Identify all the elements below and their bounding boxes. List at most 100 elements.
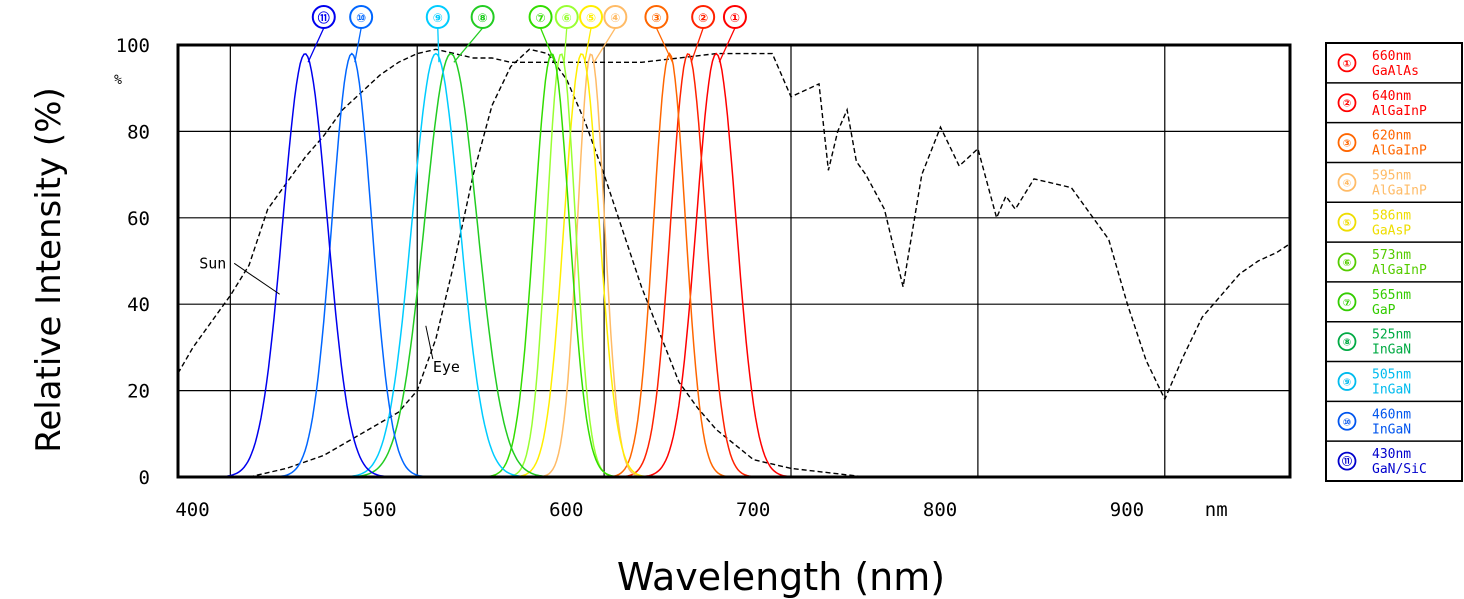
x-tick-label: 800 [923, 499, 957, 521]
x-unit-label: nm [1205, 499, 1228, 521]
peak-marker-label: ⑧ [478, 11, 488, 25]
peak-leader-line [437, 27, 440, 63]
peak-leader-line [563, 27, 568, 63]
legend-marker [1337, 411, 1357, 431]
y-tick-label: 80 [127, 121, 150, 143]
peak-leader-line [593, 27, 616, 63]
legend-marker-label: ② [1343, 99, 1351, 110]
legend-material: GaAlAs [1372, 64, 1419, 79]
x-axis-title: Wavelength (nm) [617, 555, 945, 599]
y-axis-title: Relative Intensity (%) [29, 87, 69, 453]
peak-leader-line [453, 27, 484, 63]
legend-marker [1337, 252, 1357, 272]
led-curve-10 [202, 52, 502, 478]
x-tick-label: 700 [736, 499, 770, 521]
legend-marker-label: ⑪ [1342, 455, 1352, 468]
legend-material: InGaN [1372, 383, 1411, 398]
led-curve-2 [556, 53, 819, 478]
peak-marker-label: ② [698, 11, 708, 25]
legend-marker-label: ④ [1343, 178, 1351, 189]
peak-markers: ① ② ③ ④⑤⑥ ⑦ ⑧ ⑨ ⑩ ⑪ [307, 5, 747, 63]
x-tick-label: 900 [1110, 499, 1144, 521]
curve-annotation: Sun [199, 254, 226, 272]
peak-marker-label: ⑪ [318, 10, 330, 25]
legend-material: GaN/SiC [1372, 462, 1427, 477]
led-curve-1 [566, 52, 866, 478]
legend-wavelength: 573nm [1372, 248, 1411, 263]
legend-wavelength: 525nm [1372, 328, 1411, 343]
peak-leader-line [718, 27, 736, 63]
legend-material: GaP [1372, 303, 1396, 318]
legend-marker [1337, 451, 1357, 471]
x-tick-label: 400 [175, 499, 209, 521]
peak-leader-line [690, 27, 704, 63]
legend-marker [1337, 53, 1357, 73]
legend-wavelength: 660nm [1372, 49, 1411, 64]
peak-marker-label: ④ [610, 11, 620, 25]
peak-marker-label: ⑩ [356, 11, 366, 25]
legend-wavelength: 460nm [1372, 407, 1411, 422]
sun-leader-line [233, 262, 280, 295]
peak-marker-label: ⑨ [433, 11, 443, 25]
plot-frame [176, 43, 1292, 479]
peak-leader-line [307, 27, 325, 63]
y-unit-label: % [114, 73, 122, 88]
legend-marker-label: ⑤ [1343, 218, 1351, 229]
legend-marker [1337, 372, 1357, 391]
legend-marker-label: ⑧ [1343, 338, 1351, 349]
y-tick-label: 60 [127, 208, 150, 230]
peak-marker-label: ⑤ [586, 11, 596, 25]
legend-material: GaAsP [1372, 223, 1411, 238]
legend-material: AlGaInP [1372, 104, 1427, 119]
peak-leader-line [655, 27, 674, 63]
y-tick-label: 0 [139, 467, 150, 489]
legend-material: InGaN [1372, 343, 1411, 358]
annotations: Sun Eye [199, 254, 460, 376]
y-tick-label: 40 [127, 294, 150, 316]
legend-material: AlGaInP [1372, 263, 1427, 278]
legend-marker-label: ⑨ [1343, 377, 1351, 388]
peak-leader-line [584, 27, 592, 63]
legend-marker [1337, 212, 1357, 232]
peak-marker-label: ⑥ [562, 11, 572, 25]
legend: ①660nmGaAlAs②640nmAlGaInP③620nmAlGaInP④5… [1325, 42, 1463, 482]
legend-marker-label: ⑥ [1343, 258, 1351, 269]
tick-labels: 400 500 600 700 800 900 nm 0 20 40 60 80 100 [116, 35, 1228, 521]
legend-marker [1337, 133, 1357, 152]
legend-wavelength: 505nm [1372, 368, 1411, 383]
legend-wavelength: 620nm [1372, 129, 1411, 144]
legend-material: InGaN [1372, 422, 1411, 437]
legend-marker-label: ⑦ [1343, 298, 1351, 309]
eye-curve [248, 48, 866, 478]
legend-marker-label: ⑩ [1343, 417, 1351, 428]
peak-marker-label: ⑦ [535, 11, 545, 25]
peak-leader-line [539, 27, 556, 63]
legend-marker [1337, 292, 1357, 312]
x-tick-label: 500 [362, 499, 396, 521]
curve-annotation: Eye [433, 358, 460, 376]
led-curve-7 [420, 53, 682, 478]
y-tick-label: 100 [116, 35, 150, 57]
legend-marker-label: ① [1343, 59, 1351, 70]
peak-leader-line [354, 27, 362, 63]
sun-curve [177, 48, 1291, 401]
peak-marker-label: ① [730, 11, 740, 25]
legend-wavelength: 640nm [1372, 89, 1411, 104]
grid-lines [178, 44, 1290, 478]
legend-wavelength: 586nm [1372, 208, 1411, 223]
legend-marker-label: ③ [1343, 139, 1351, 150]
legend-material: AlGaInP [1372, 144, 1427, 159]
y-tick-label: 20 [127, 381, 150, 403]
legend-marker [1337, 172, 1357, 192]
series-layer [177, 48, 1291, 478]
